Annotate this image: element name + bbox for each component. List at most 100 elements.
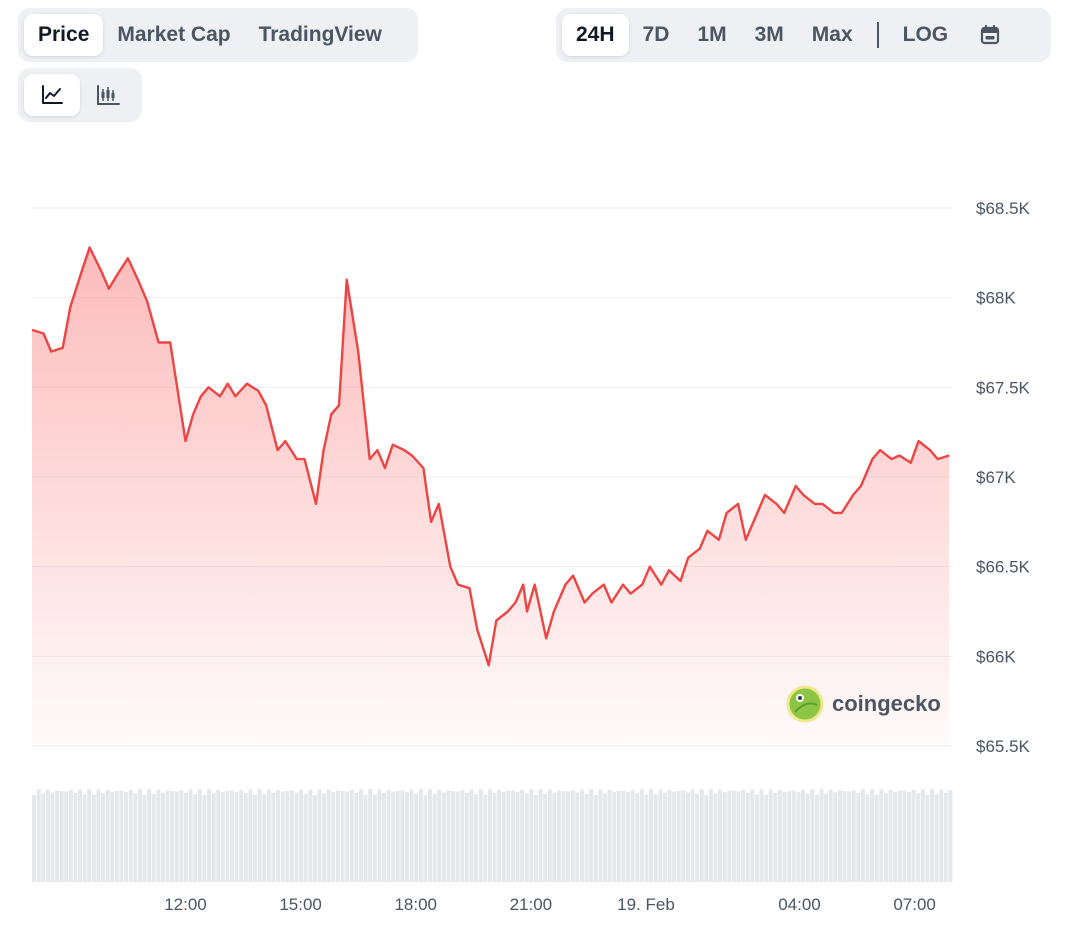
volume-bar (681, 790, 686, 882)
volume-bar (773, 793, 778, 882)
range-3m-button[interactable]: 3M (754, 23, 784, 46)
x-tick-label: 18:00 (394, 895, 437, 914)
volume-bar (750, 789, 755, 882)
volume-bar (220, 791, 225, 882)
volume-bar (626, 791, 631, 882)
volume-bar (552, 792, 557, 882)
tab-market-cap[interactable]: Market Cap (117, 23, 231, 46)
volume-bar (538, 789, 543, 882)
volume-bar (41, 793, 46, 882)
log-scale-button[interactable]: LOG (902, 23, 949, 46)
volume-bar (547, 789, 552, 882)
volume-bar (331, 792, 336, 882)
volume-bar (202, 794, 207, 882)
volume-bar (101, 793, 106, 882)
volume-bar (506, 790, 511, 882)
y-tick-label: $65.5K (976, 737, 1031, 756)
range-1m-button[interactable]: 1M (697, 23, 727, 46)
volume-bar (409, 789, 414, 882)
volume-bar (82, 794, 87, 882)
volume-bar (170, 791, 175, 882)
volume-bar (368, 789, 373, 882)
volume-bar (183, 792, 188, 882)
x-axis-labels: 12:00 15:00 18:00 21:00 19. Feb 04:00 07:00 (164, 895, 936, 914)
volume-bar (667, 790, 672, 882)
volume-bar (695, 793, 700, 882)
volume-bar (432, 793, 437, 882)
candlestick-chart-icon (97, 85, 120, 105)
y-axis-labels: $68.5K $68K $67.5K $67K $66.5K $66K $65.5K (976, 199, 1031, 756)
volume-bar (860, 789, 865, 882)
volume-bar (414, 793, 419, 882)
volume-bar (363, 794, 368, 882)
volume-bar (731, 790, 736, 882)
volume-bar (699, 789, 704, 882)
volume-bar (658, 789, 663, 882)
volume-bar (745, 792, 750, 882)
volume-bar (704, 795, 709, 882)
volume-bar (621, 790, 626, 882)
volume-bar (36, 789, 41, 882)
volume-bar (87, 789, 92, 882)
volume-bar (326, 789, 331, 882)
volume-bar (754, 794, 759, 882)
volume-bar (78, 789, 83, 882)
volume-bar (662, 792, 667, 882)
volume-bar (248, 789, 253, 882)
volume-bar (428, 789, 433, 882)
volume-bar (764, 794, 769, 882)
volume-bar (856, 792, 861, 882)
watermark-text: coingecko (832, 691, 941, 716)
volume-bar (713, 793, 718, 882)
volume-bar (478, 789, 483, 882)
x-tick-label: 19. Feb (617, 895, 675, 914)
volume-bar (151, 793, 156, 882)
volume-bar (312, 795, 317, 882)
candlestick-chart-button[interactable] (80, 74, 136, 116)
calendar-button[interactable] (962, 14, 1018, 56)
volume-bar (225, 790, 230, 882)
price-line (31, 246, 950, 667)
volume-bar (197, 789, 202, 882)
tab-tradingview[interactable]: TradingView (258, 23, 382, 46)
volume-bar (814, 795, 819, 882)
volume-bar (515, 791, 520, 882)
volume-bar (842, 791, 847, 882)
volume-bar (796, 792, 801, 882)
volume-bar (179, 790, 184, 882)
volume-bar (939, 789, 944, 882)
volume-bar (943, 792, 948, 882)
volume-bar (437, 789, 442, 882)
volume-bar (271, 792, 276, 882)
volume-bar (810, 789, 815, 882)
volume-bar (418, 789, 423, 882)
volume-bar (50, 792, 55, 882)
volume-bar (649, 789, 654, 882)
volume-bar (142, 795, 147, 882)
volume-bar (230, 790, 235, 882)
volume-bar (630, 789, 635, 882)
volume-bar (566, 791, 571, 882)
volume-bar (828, 789, 833, 882)
volume-bar (718, 789, 723, 882)
range-7d-button[interactable]: 7D (642, 23, 670, 46)
range-max-button[interactable]: Max (811, 23, 853, 46)
range-24h-button[interactable]: 24H (562, 14, 629, 56)
y-tick-label: $67K (976, 468, 1016, 487)
tab-price[interactable]: Price (24, 14, 104, 56)
volume-bar (690, 789, 695, 882)
volume-bar (801, 789, 806, 882)
volume-bar (377, 789, 382, 882)
volume-bar (156, 789, 161, 882)
volume-bar (206, 789, 211, 882)
volume-bar (920, 789, 925, 882)
volume-bar (616, 790, 621, 882)
volume-bar (395, 790, 400, 882)
volume-bar (483, 794, 488, 882)
volume-bar (837, 790, 842, 882)
line-chart-button[interactable] (24, 74, 80, 116)
volume-bar (497, 789, 502, 882)
volume-bar (91, 794, 96, 882)
volume-bar (612, 791, 617, 882)
